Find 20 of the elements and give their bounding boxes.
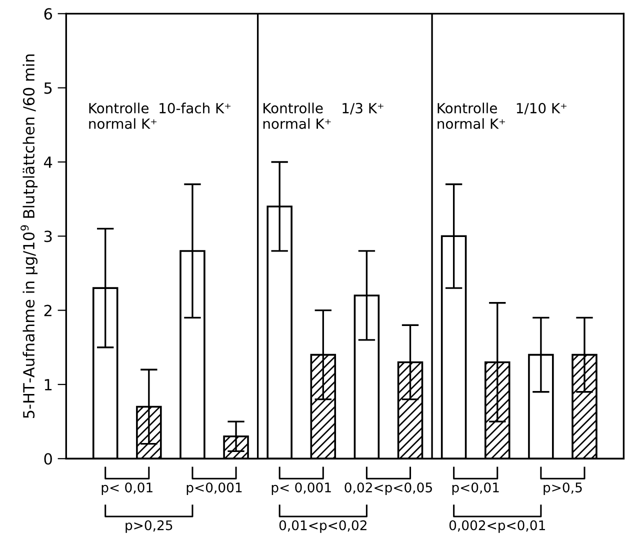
text: 0,02<p<0,05	[344, 482, 432, 495]
annotation: Kontrolle 1/3 K⁺ normal K⁺	[263, 102, 384, 129]
y-axis-title: 5-HT-Aufnahme in µg/10$^{9}$ Blutplättchen /60 min	[20, 54, 38, 418]
text: p>0,5	[544, 482, 582, 495]
text: p>0,25	[126, 520, 172, 533]
annotation: Kontrolle 10-fach K⁺ normal K⁺	[89, 102, 231, 129]
text: p< 0,001	[272, 482, 331, 495]
y-tick-label: 5	[44, 82, 52, 94]
y-tick-label: 3	[44, 230, 52, 242]
y-tick-label: 0	[44, 453, 52, 465]
text: 0,01<p<0,02	[279, 520, 366, 533]
y-tick-label: 6	[44, 8, 52, 20]
text: p<0,01	[452, 482, 499, 495]
annotation: Kontrolle 1/10 K⁺ normal K⁺	[438, 102, 566, 129]
text: p<0,001	[186, 482, 242, 495]
text: p< 0,01	[102, 482, 152, 495]
y-tick-label: 1	[44, 379, 52, 390]
y-tick-label: 4	[44, 156, 52, 168]
y-tick-label: 2	[44, 304, 52, 316]
text: 0,002<p<0,01	[449, 520, 545, 533]
